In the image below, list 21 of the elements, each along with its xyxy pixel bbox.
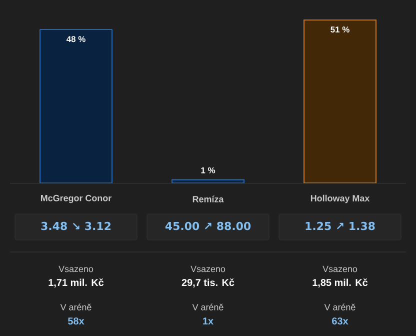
text: 29,7 tis. Kč xyxy=(182,278,234,288)
text: Vsazeno xyxy=(58,266,94,272)
x-tick-label: Remíza xyxy=(192,196,224,202)
text: 3.48 ↘ 3.12 xyxy=(41,222,111,230)
data-label: 1 % xyxy=(201,167,216,174)
text: V aréně xyxy=(324,304,356,310)
x-tick-label: Holloway Max xyxy=(310,194,370,204)
text: 1,85 mil. Kč xyxy=(312,278,368,288)
x-tick-label: McGregor Conor xyxy=(40,194,112,204)
text: Vsazeno xyxy=(322,266,358,272)
text: Vsazeno xyxy=(190,266,226,272)
text: 63x xyxy=(332,317,348,325)
text: 58x xyxy=(68,317,84,325)
text: V aréně xyxy=(192,304,224,310)
text: V aréně xyxy=(60,304,92,310)
data-label: 48 % xyxy=(66,36,86,42)
text: 45.00 ↗ 88.00 xyxy=(165,222,251,230)
data-label: 51 % xyxy=(330,26,350,32)
text: 1.25 ↗ 1.38 xyxy=(306,222,375,230)
text: 1,71 mil. Kč xyxy=(48,278,104,288)
text: 1x xyxy=(203,318,214,324)
